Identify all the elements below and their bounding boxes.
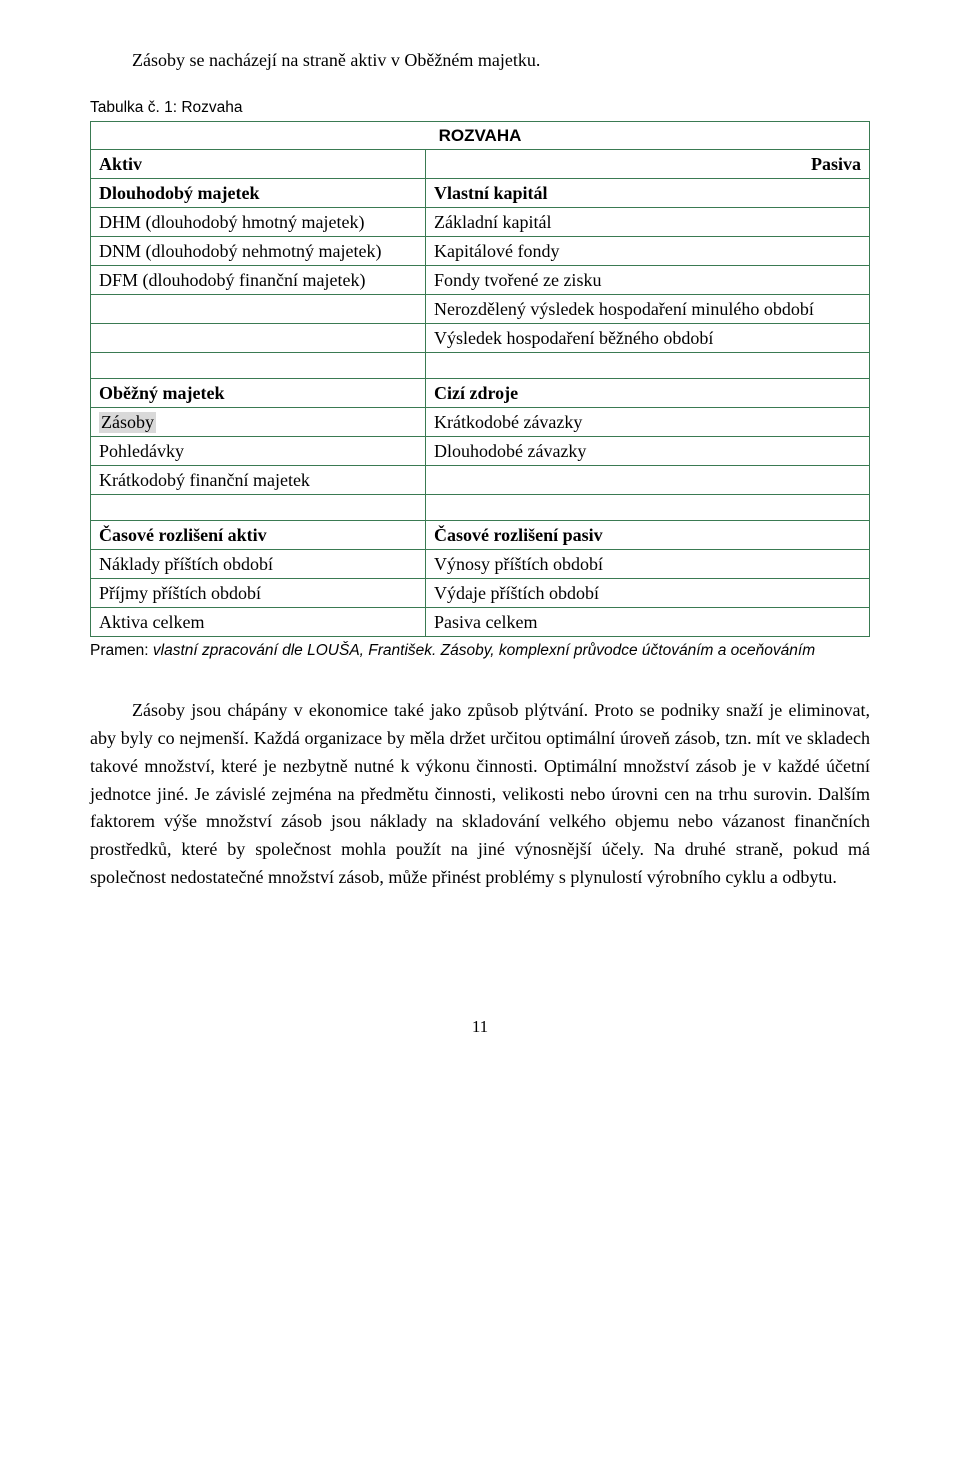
table-row: Příjmy příštích období Výdaje příštích o…	[91, 579, 870, 608]
table-row: DNM (dlouhodobý nehmotný majetek) Kapitá…	[91, 237, 870, 266]
cell-right: Dlouhodobé závazky	[425, 437, 869, 466]
table-spacer	[91, 495, 870, 521]
source-label: Pramen:	[90, 642, 153, 659]
cell-right: Kapitálové fondy	[425, 237, 869, 266]
cell-left: Příjmy příštích období	[91, 579, 426, 608]
table-row: Zásoby Krátkodobé závazky	[91, 408, 870, 437]
table-row: Aktiva celkem Pasiva celkem	[91, 608, 870, 637]
cell-right: Výsledek hospodaření běžného období	[425, 324, 869, 353]
table-row: Výsledek hospodaření běžného období	[91, 324, 870, 353]
cell-left: Krátkodobý finanční majetek	[91, 466, 426, 495]
cell-left: DNM (dlouhodobý nehmotný majetek)	[91, 237, 426, 266]
table-row: Náklady příštích období Výnosy příštích …	[91, 550, 870, 579]
cell-left: Zásoby	[91, 408, 426, 437]
rozvaha-table: ROZVAHA Aktiv Pasiva Dlouhodobý majetek …	[90, 121, 870, 637]
table-title: ROZVAHA	[91, 122, 870, 150]
cell-right: Výdaje příštích období	[425, 579, 869, 608]
table-row: Pohledávky Dlouhodobé závazky	[91, 437, 870, 466]
table-row: Krátkodobý finanční majetek	[91, 466, 870, 495]
cell-left	[91, 324, 426, 353]
page-number: 11	[90, 1017, 870, 1037]
highlighted-text: Zásoby	[99, 412, 156, 433]
table-row: DFM (dlouhodobý finanční majetek) Fondy …	[91, 266, 870, 295]
cell-right: Vlastní kapitál	[425, 179, 869, 208]
table-row: Nerozdělený výsledek hospodaření minuléh…	[91, 295, 870, 324]
source-citation: Pramen: vlastní zpracování dle LOUŠA, Fr…	[90, 641, 870, 662]
cell-left: Náklady příštích období	[91, 550, 426, 579]
cell-right: Fondy tvořené ze zisku	[425, 266, 869, 295]
cell-right: Nerozdělený výsledek hospodaření minuléh…	[425, 295, 869, 324]
table-spacer	[91, 353, 870, 379]
table-row: Oběžný majetek Cizí zdroje	[91, 379, 870, 408]
cell-left	[91, 295, 426, 324]
table-row: Časové rozlišení aktiv Časové rozlišení …	[91, 521, 870, 550]
cell-left: Oběžný majetek	[91, 379, 426, 408]
table-caption: Tabulka č. 1: Rozvaha	[90, 99, 870, 117]
cell-left: DHM (dlouhodobý hmotný majetek)	[91, 208, 426, 237]
cell-left: Dlouhodobý majetek	[91, 179, 426, 208]
intro-text: Zásoby se nacházejí na straně aktiv v Ob…	[90, 50, 870, 71]
header-left: Aktiv	[91, 150, 426, 179]
cell-left: DFM (dlouhodobý finanční majetek)	[91, 266, 426, 295]
cell-right: Krátkodobé závazky	[425, 408, 869, 437]
cell-right: Základní kapitál	[425, 208, 869, 237]
table-header-row: Aktiv Pasiva	[91, 150, 870, 179]
body-paragraph: Zásoby jsou chápány v ekonomice také jak…	[90, 697, 870, 892]
header-right: Pasiva	[425, 150, 869, 179]
source-text: vlastní zpracování dle LOUŠA, František.…	[153, 642, 815, 659]
cell-right: Časové rozlišení pasiv	[425, 521, 869, 550]
cell-right: Cizí zdroje	[425, 379, 869, 408]
table-row: DHM (dlouhodobý hmotný majetek) Základní…	[91, 208, 870, 237]
cell-right: Výnosy příštích období	[425, 550, 869, 579]
table-row: Dlouhodobý majetek Vlastní kapitál	[91, 179, 870, 208]
cell-left: Aktiva celkem	[91, 608, 426, 637]
table-title-row: ROZVAHA	[91, 122, 870, 150]
cell-right: Pasiva celkem	[425, 608, 869, 637]
cell-left: Pohledávky	[91, 437, 426, 466]
cell-right	[425, 466, 869, 495]
cell-left: Časové rozlišení aktiv	[91, 521, 426, 550]
